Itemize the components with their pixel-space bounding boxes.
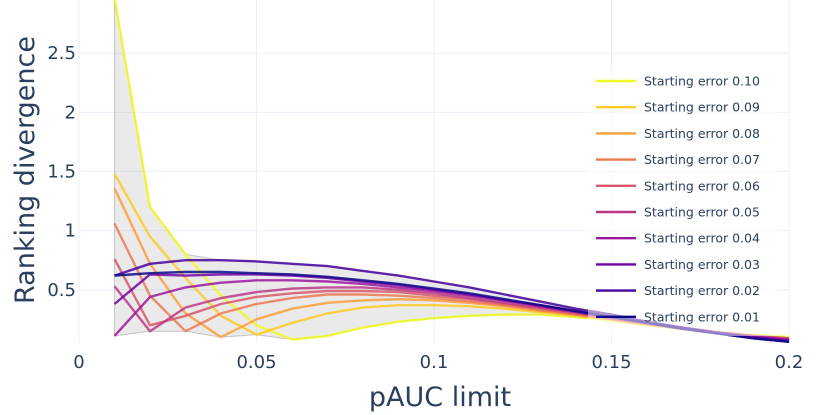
- y-tick-label: 1.5: [47, 162, 76, 183]
- legend: Starting error 0.10 Starting error 0.09 St…: [588, 68, 778, 336]
- y-tick-label: 2: [65, 102, 76, 123]
- legend-label: Starting error 0.09: [644, 100, 760, 115]
- y-tick-label: 1: [65, 221, 76, 242]
- x-tick-label: 0: [73, 352, 84, 373]
- x-tick-label: 0.15: [591, 352, 631, 373]
- x-tick-label: 0.05: [236, 352, 276, 373]
- y-tick-label: 2.5: [47, 43, 76, 64]
- legend-label: Starting error 0.03: [644, 257, 760, 272]
- legend-label: Starting error 0.02: [644, 283, 760, 298]
- y-tick-label: 0.5: [47, 280, 76, 301]
- legend-label: Starting error 0.06: [644, 178, 760, 193]
- legend-label: Starting error 0.08: [644, 126, 760, 141]
- legend-label: Starting error 0.10: [644, 74, 760, 89]
- x-axis-title: pAUC limit: [369, 382, 511, 413]
- x-axis-ticks: 0 0.05 0.1 0.15 0.2: [73, 352, 803, 373]
- legend-label: Starting error 0.01: [644, 309, 760, 324]
- x-tick-label: 0.2: [775, 352, 804, 373]
- legend-label: Starting error 0.07: [644, 152, 760, 167]
- legend-label: Starting error 0.05: [644, 205, 760, 220]
- x-tick-label: 0.1: [420, 352, 449, 373]
- legend-label: Starting error 0.04: [644, 231, 760, 246]
- y-axis-title: Ranking divergence: [10, 36, 41, 304]
- y-axis-ticks: 0.5 1 1.5 2 2.5: [47, 43, 76, 301]
